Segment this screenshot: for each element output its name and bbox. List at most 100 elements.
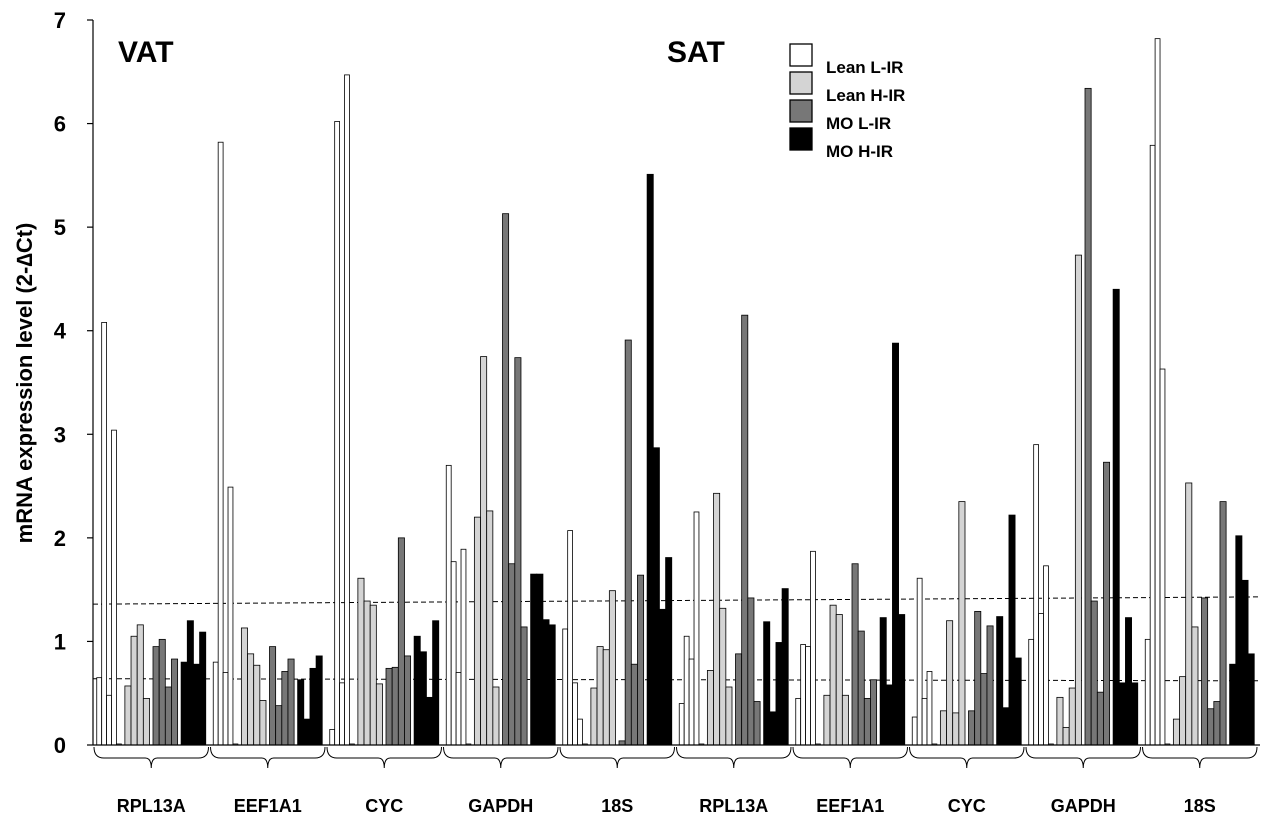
bar-sat-eef1a1-s3-4 (870, 679, 878, 746)
bar-sat-cyc-s1-4 (926, 671, 933, 746)
bar-sat-eef1a1-s3-1 (851, 563, 859, 746)
bar-vat-eef1a1-s1-3 (222, 672, 229, 746)
bar-vat-eef1a1-s1-4 (227, 486, 234, 746)
bar-vat-gapdh-s2-1 (473, 516, 481, 746)
bar-vat-cyc-s2-2 (363, 600, 371, 746)
bar-sat-gapdh-s3-2 (1090, 600, 1098, 746)
bar-vat-rpl13a-s1-4 (111, 429, 117, 746)
bar-sat-18s-s3-3 (1213, 701, 1221, 746)
group-label-vat-rpl13a: RPL13A (117, 796, 186, 816)
bar-vat-18s-s3-4 (637, 574, 645, 746)
group-brace-sat-gapdh (1025, 746, 1141, 769)
bar-vat-cyc-s1-3 (339, 682, 345, 746)
bar-vat-rpl13a-s1-1 (96, 677, 103, 746)
y-tick-label-7: 7 (54, 8, 66, 33)
bar-sat-rpl13a-s1-4 (693, 511, 700, 746)
bar-sat-rpl13a-s4-4 (781, 588, 789, 746)
legend-label-1: Lean L-IR (826, 58, 903, 77)
bar-vat-rpl13a-s3-2 (158, 638, 166, 746)
bar-sat-cyc-s3-3 (980, 673, 988, 746)
bar-sat-18s-s1-1 (1144, 638, 1151, 746)
group-label-vat-gapdh: GAPDH (468, 796, 533, 816)
bar-vat-rpl13a-s4-1 (180, 661, 188, 746)
bar-vat-eef1a1-s1-1 (212, 661, 219, 746)
bar-sat-eef1a1-s2-3 (835, 614, 843, 746)
bar-vat-rpl13a-s3-1 (152, 646, 160, 746)
bar-sat-gapdh-s1-1 (1028, 638, 1035, 746)
bar-sat-18s-s4-1 (1229, 663, 1237, 746)
bar-vat-gapdh-s3-3 (514, 357, 522, 746)
bar-vat-cyc-s3-3 (397, 537, 405, 746)
bar-sat-18s-s3-2 (1207, 708, 1215, 746)
legend-swatch-2 (789, 71, 813, 95)
bar-sat-cyc-s3-1 (968, 710, 976, 746)
bar-sat-cyc-s4-4 (1014, 657, 1022, 746)
group-brace-vat-cyc (326, 746, 442, 769)
bar-vat-eef1a1-s2-4 (259, 700, 267, 746)
bar-vat-18s-s2-2 (596, 646, 604, 746)
bar-vat-18s-s3-2 (624, 339, 632, 746)
group-label-vat-18s: 18S (601, 796, 633, 816)
y-tick-label-6: 6 (54, 112, 66, 137)
bar-vat-18s-s1-1 (562, 628, 569, 746)
group-label-sat-18s: 18S (1184, 796, 1216, 816)
group-brace-vat-18s (559, 746, 675, 769)
bar-sat-cyc-s2-1 (939, 710, 947, 746)
bar-sat-gapdh-s4-2 (1118, 682, 1126, 746)
bar-sat-rpl13a-s4-1 (763, 621, 771, 746)
bar-vat-gapdh-s1-1 (445, 464, 452, 746)
bar-vat-cyc-s1-2 (334, 121, 340, 746)
bar-vat-18s-s1-3 (572, 682, 578, 746)
bar-vat-gapdh-s4-1 (530, 573, 538, 746)
bar-sat-cyc-s1-2 (916, 577, 923, 746)
bar-sat-gapdh-s2-3 (1068, 687, 1076, 746)
bar-vat-cyc-s2-4 (375, 683, 383, 746)
bar-vat-cyc-s1-1 (329, 729, 336, 746)
bar-vat-cyc-s4-1 (413, 635, 421, 746)
bar-vat-cyc-s4-4 (432, 620, 440, 746)
bar-vat-18s-s3-3 (630, 663, 638, 746)
bar-vat-cyc-s2-1 (357, 577, 365, 746)
group-brace-vat-eef1a1 (210, 746, 326, 769)
bar-vat-eef1a1-s4-1 (297, 679, 305, 746)
bar-vat-18s-s1-4 (577, 718, 583, 746)
bar-sat-eef1a1-s1-1 (795, 697, 802, 746)
bar-vat-18s-s2-3 (602, 649, 610, 746)
legend-swatch-1 (789, 43, 813, 67)
bar-vat-eef1a1-s4-4 (315, 655, 323, 746)
bar-sat-rpl13a-s3-3 (747, 597, 755, 746)
bar-vat-eef1a1-s3-3 (281, 671, 289, 746)
bar-sat-cyc-s3-2 (974, 610, 982, 746)
bar-vat-gapdh-s4-4 (548, 624, 556, 746)
bar-sat-eef1a1-s3-2 (857, 630, 865, 746)
bar-sat-18s-s2-4 (1191, 626, 1199, 746)
y-tick-label-0: 0 (54, 733, 66, 758)
bar-vat-rpl13a-s2-3 (136, 624, 144, 746)
bar-sat-rpl13a-s2-3 (719, 607, 727, 746)
bar-sat-cyc-s2-3 (952, 712, 960, 746)
bar-sat-eef1a1-s4-3 (892, 342, 899, 746)
y-tick-label-3: 3 (54, 422, 66, 447)
bar-vat-cyc-s3-1 (385, 667, 393, 746)
bar-sat-gapdh-s4-3 (1125, 617, 1132, 746)
y-tick-label-5: 5 (54, 215, 66, 240)
bar-vat-gapdh-s1-2 (450, 561, 457, 746)
bar-sat-18s-s3-1 (1201, 597, 1209, 746)
bar-sat-eef1a1-s1-2 (800, 644, 806, 746)
group-label-sat-rpl13a: RPL13A (699, 796, 768, 816)
group-label-vat-eef1a1: EEF1A1 (234, 796, 302, 816)
bar-sat-cyc-s2-2 (946, 620, 954, 746)
bar-vat-18s-s4-4 (665, 557, 673, 746)
bar-vat-rpl13a-s4-3 (193, 663, 200, 746)
y-tick-label-2: 2 (54, 526, 66, 551)
bar-vat-gapdh-s1-3 (455, 672, 462, 746)
bar-sat-eef1a1-s1-3 (805, 646, 811, 746)
bar-vat-rpl13a-s4-4 (199, 631, 207, 746)
group-label-sat-gapdh: GAPDH (1051, 796, 1116, 816)
bar-sat-gapdh-s2-1 (1056, 696, 1064, 746)
legend-label-4: MO H-IR (826, 142, 893, 161)
bar-sat-cyc-s4-2 (1002, 707, 1010, 746)
bar-sat-18s-s1-4 (1159, 368, 1166, 746)
bar-vat-eef1a1-s2-3 (253, 664, 261, 746)
bar-vat-gapdh-s3-2 (508, 563, 516, 746)
